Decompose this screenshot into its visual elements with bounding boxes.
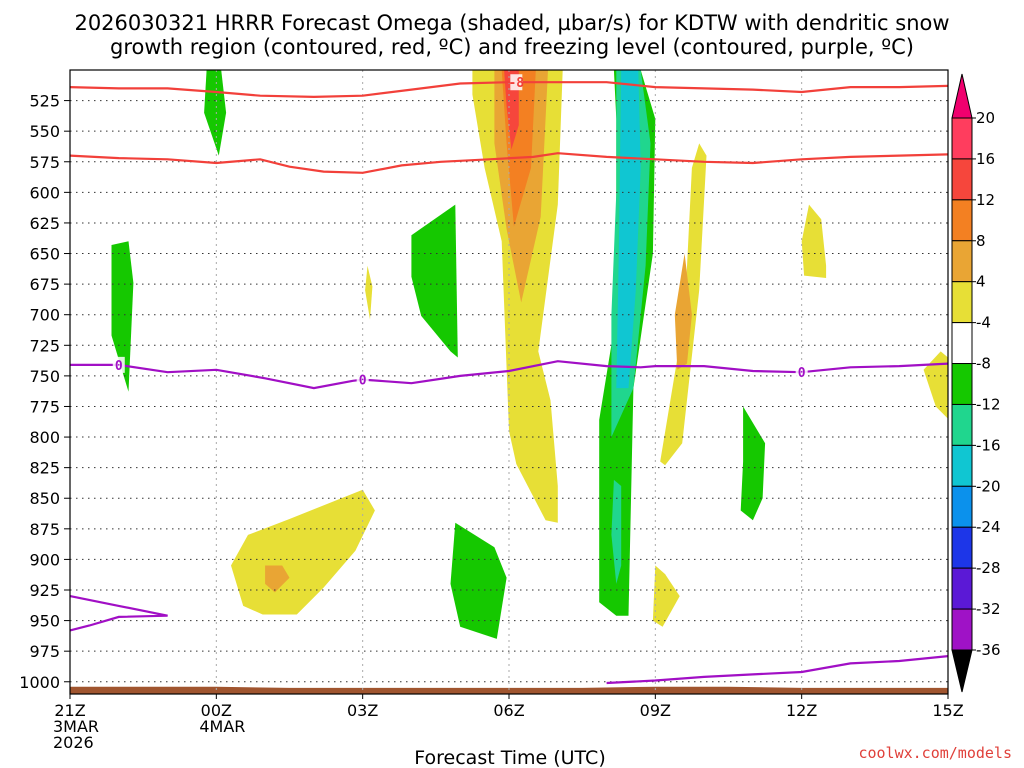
freezing-contour-label-0-bg: [112, 356, 125, 373]
omega-region-0: [111, 241, 134, 392]
x-tick-label-27-0: 03Z: [347, 701, 378, 720]
y-tick-label-775: 775: [29, 397, 60, 416]
colorbar-segment-9: [951, 485, 973, 528]
freezing-contour-label-2-bg: [795, 364, 808, 381]
y-tick-label-950: 950: [29, 612, 60, 631]
y-tick-label-1000: 1000: [19, 673, 60, 692]
colorbar-segment-0: [951, 117, 973, 160]
colorbar-segment-3: [951, 240, 973, 283]
chart-title-line2: growth region (contoured, red, ºC) and f…: [110, 35, 914, 59]
terrain-band: [70, 686, 948, 694]
grid-lines: [70, 70, 948, 694]
omega-colorbar: 20 16 12 8 4 -4 -8 -12 -16 -20 -24 -28 -32 -36: [951, 73, 1001, 693]
x-tick-label-21-1: 3MAR: [53, 717, 99, 736]
colorbar-label-6: -8: [976, 355, 991, 373]
colorbar-bottom-arrow: [951, 649, 973, 693]
y-tick-label-875: 875: [29, 520, 60, 539]
colorbar-top-arrow: [951, 73, 973, 119]
dgz-contour-label: -8: [508, 76, 524, 91]
y-tick-label-725: 725: [29, 336, 60, 355]
y-tick-label-600: 600: [29, 183, 60, 202]
x-tick-label-21-2: 2026: [53, 733, 94, 752]
omega-region-5: [450, 522, 507, 639]
dgz-contour-label-bg: [510, 74, 523, 91]
colorbar-segment-12: [951, 608, 973, 651]
omega-region-10: [616, 70, 641, 389]
y-tick-label-575: 575: [29, 153, 60, 172]
y-tick-label-925: 925: [29, 581, 60, 600]
colorbar-segment-5: [951, 322, 973, 365]
y-axis-pressure-ticks: 525 550 575 600 625 650 675 700 725 750 775 800 825 8…: [19, 92, 70, 692]
omega-region-4: [411, 204, 458, 358]
colorbar-segment-6: [951, 363, 973, 405]
x-tick-label-39-0: 15Z: [932, 701, 963, 720]
colorbar-label-0: 20: [976, 109, 995, 127]
freezing-contour-label-1: 0: [359, 374, 367, 389]
colorbar-segment-4: [951, 281, 973, 324]
y-tick-label-550: 550: [29, 122, 60, 141]
freezing-contour-0: [70, 360, 949, 390]
y-tick-label-650: 650: [29, 245, 60, 264]
freezing-contour-1: [606, 655, 949, 685]
omega-region-16: [652, 565, 680, 627]
colorbar-label-2: 12: [976, 191, 995, 209]
freezing-contour-label-2: 0: [798, 366, 806, 381]
x-tick-label-36-0: 12Z: [786, 701, 817, 720]
x-tick-label-33-0: 09Z: [640, 701, 671, 720]
omega-region-18: [923, 351, 948, 419]
colorbar-segment-2: [951, 199, 973, 242]
colorbar-label-4: 4: [976, 273, 986, 291]
x-axis-title: Forecast Time (UTC): [414, 747, 605, 768]
y-tick-label-825: 825: [29, 459, 60, 478]
colorbar-label-12: -32: [976, 600, 1001, 618]
omega-region-20: [674, 253, 692, 370]
y-tick-label-675: 675: [29, 275, 60, 294]
omega-region-13: [660, 143, 707, 466]
colorbar-label-11: -28: [976, 559, 1001, 577]
omega-region-14: [365, 265, 373, 320]
x-tick-label-24-0: 00Z: [201, 701, 232, 720]
y-tick-label-800: 800: [29, 428, 60, 447]
colorbar-label-9: -20: [976, 477, 1001, 495]
y-tick-label-975: 975: [29, 642, 60, 661]
colorbar-label-3: 8: [976, 232, 986, 250]
omega-region-8: [740, 406, 766, 521]
terrain-layer: [70, 686, 948, 694]
colorbar-label-10: -24: [976, 518, 1001, 536]
x-tick-label-21-0: 21Z: [54, 701, 85, 720]
colorbar-label-13: -36: [976, 641, 1001, 659]
dgz-contour-1: [69, 152, 949, 174]
colorbar-segment-1: [951, 158, 973, 201]
x-tick-label-30-0: 06Z: [493, 701, 524, 720]
y-tick-label-900: 900: [29, 550, 60, 569]
omega-region-11: [611, 479, 622, 584]
y-tick-label-850: 850: [29, 489, 60, 508]
freezing-contour-2: [69, 595, 168, 632]
colorbar-segment-8: [951, 444, 973, 487]
chart-title-line1: 2026030321 HRRR Forecast Omega (shaded, …: [74, 11, 949, 35]
freezing-contour-label-0: 0: [115, 359, 123, 374]
y-tick-label-625: 625: [29, 214, 60, 233]
colorbar-label-8: -16: [976, 436, 1001, 454]
colorbar-segment-7: [951, 403, 973, 446]
y-tick-label-525: 525: [29, 92, 60, 111]
colorbar-label-7: -12: [976, 395, 1001, 413]
y-tick-label-700: 700: [29, 306, 60, 325]
contour-lines: -8 0 0 0: [69, 74, 949, 685]
colorbar-segment-10: [951, 526, 973, 569]
x-tick-label-24-1: 4MAR: [199, 717, 245, 736]
site-credit: coolwx.com/models: [858, 744, 1012, 762]
colorbar-label-1: 16: [976, 150, 995, 168]
y-tick-label-750: 750: [29, 367, 60, 386]
dgz-contour-0: [69, 81, 949, 99]
colorbar-segment-11: [951, 567, 973, 610]
freezing-contour-label-1-bg: [356, 371, 369, 388]
omega-region-21: [265, 565, 290, 593]
colorbar-label-5: -4: [976, 314, 991, 332]
